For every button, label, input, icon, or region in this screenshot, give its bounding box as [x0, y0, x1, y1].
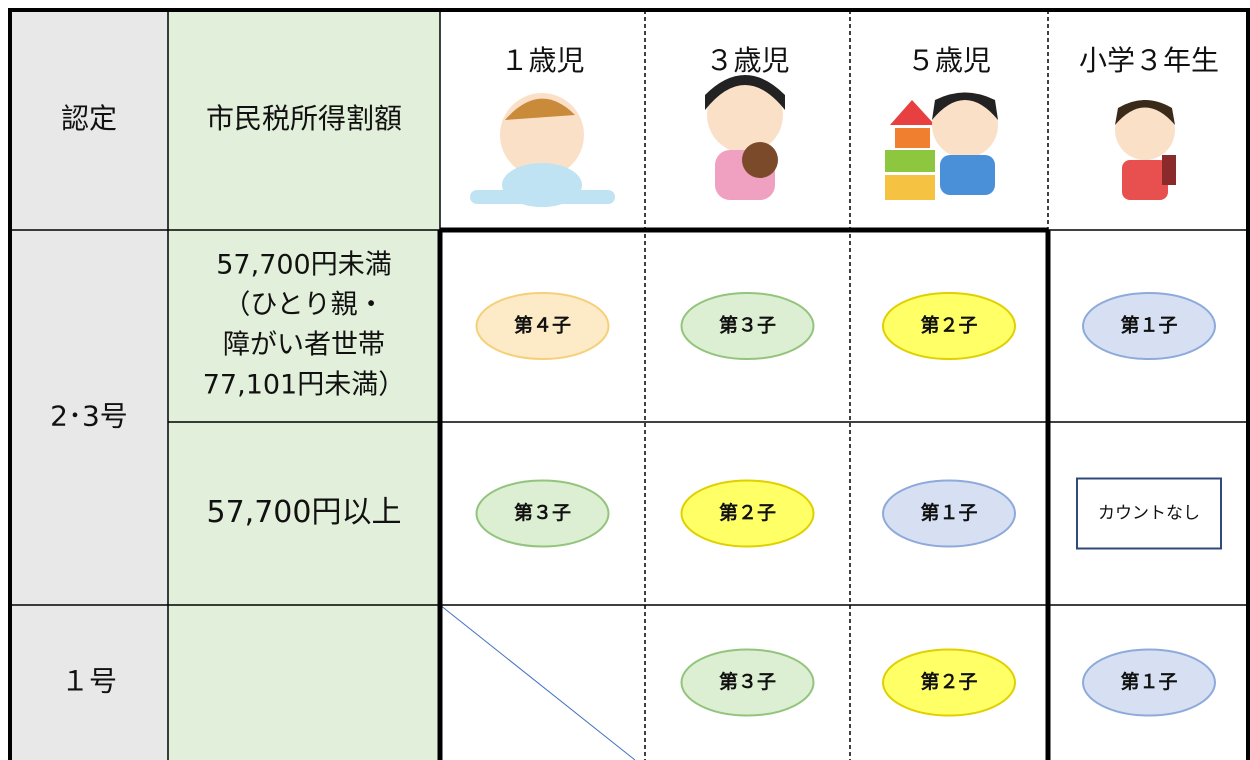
badge-text: 第４子	[514, 314, 571, 337]
badge-text: 第１子	[1120, 314, 1177, 337]
header-cell: ３歳児	[705, 44, 789, 77]
badge-text: 第２子	[920, 314, 977, 337]
badge-text: 第１子	[1120, 670, 1177, 693]
group-label: １号	[61, 665, 117, 698]
header-cell: 小学３年生	[1079, 44, 1219, 77]
badge	[680, 479, 815, 548]
badge	[1082, 648, 1216, 717]
badge	[1082, 292, 1216, 360]
badge	[475, 292, 610, 360]
col-bg	[10, 10, 168, 760]
income-text: （ひとり親・	[223, 290, 384, 321]
badge	[680, 292, 815, 360]
badge	[882, 479, 1016, 548]
illustrations	[470, 75, 1176, 207]
diagonal	[439, 604, 636, 760]
outer-border	[8, 8, 1250, 760]
header-cell: 認定	[61, 102, 117, 135]
badge-text: 第２子	[920, 670, 977, 693]
badge-text: 第２子	[719, 501, 776, 524]
col-bg	[168, 10, 440, 760]
badge-text: 第３子	[514, 501, 571, 524]
badge	[475, 479, 610, 548]
income-text: 57,700円以上	[207, 495, 402, 530]
count-box	[1076, 477, 1222, 550]
income-text: 57,700円未満	[216, 250, 391, 281]
header-cell: ５歳児	[907, 44, 991, 77]
badge-text: 第１子	[920, 501, 977, 524]
group-label: 2･3号	[50, 400, 128, 433]
badge-text: 第３子	[719, 670, 776, 693]
badge	[882, 292, 1016, 360]
header-cell: １歳児	[500, 44, 584, 77]
badge-text: 第３子	[719, 314, 776, 337]
badge	[882, 648, 1016, 717]
badge	[680, 648, 815, 717]
income-text: 77,101円未満）	[203, 370, 405, 401]
header-cell: 市民税所得割額	[206, 102, 402, 135]
badge-text: カウントなし	[1098, 504, 1200, 524]
income-text: 障がい者世帯	[223, 330, 385, 361]
